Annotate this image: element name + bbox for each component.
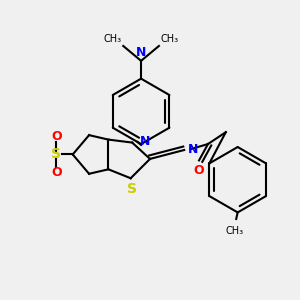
Text: CH₃: CH₃ xyxy=(103,34,122,44)
Text: CH₃: CH₃ xyxy=(226,226,244,236)
Text: O: O xyxy=(51,166,62,179)
Text: N: N xyxy=(140,135,150,148)
Text: O: O xyxy=(51,130,62,143)
Text: N: N xyxy=(188,142,198,156)
Text: S: S xyxy=(127,182,137,196)
Text: CH₃: CH₃ xyxy=(160,34,178,44)
Text: N: N xyxy=(136,46,146,59)
Text: S: S xyxy=(51,148,62,161)
Text: O: O xyxy=(194,164,204,177)
